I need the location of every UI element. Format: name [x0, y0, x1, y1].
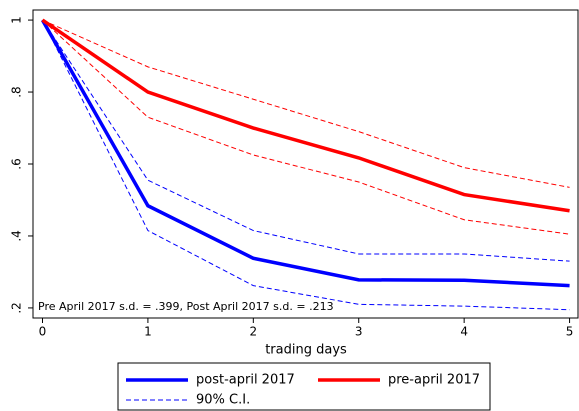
ci-upper-line [42, 19, 570, 188]
x-tick-label: 3 [355, 325, 363, 339]
y-tick-label: .4 [10, 230, 24, 241]
legend-label: pre-april 2017 [388, 373, 480, 388]
x-tick-label: 2 [249, 325, 257, 339]
legend-label: post-april 2017 [196, 373, 295, 388]
series-line [41, 18, 570, 213]
annotation: Pre April 2017 s.d. = .399, Post April 2… [38, 300, 334, 313]
ci-lower-line [42, 19, 570, 235]
y-tick-label: .2 [10, 302, 24, 313]
ci-lower-line [42, 19, 570, 311]
series-line [40, 19, 570, 288]
x-axis-label: trading days [265, 343, 347, 358]
y-tick-label: .8 [10, 86, 24, 97]
y-tick-label: .6 [10, 158, 24, 169]
legend-label: 90% C.I. [196, 393, 250, 408]
x-tick-label: 4 [460, 325, 468, 339]
x-tick-label: 0 [39, 325, 47, 339]
y-tick-label: 1 [10, 16, 24, 24]
ci-upper-line [42, 19, 570, 262]
legend-box [117, 362, 491, 411]
x-tick-label: 5 [566, 325, 574, 339]
x-tick-label: 1 [144, 325, 152, 339]
